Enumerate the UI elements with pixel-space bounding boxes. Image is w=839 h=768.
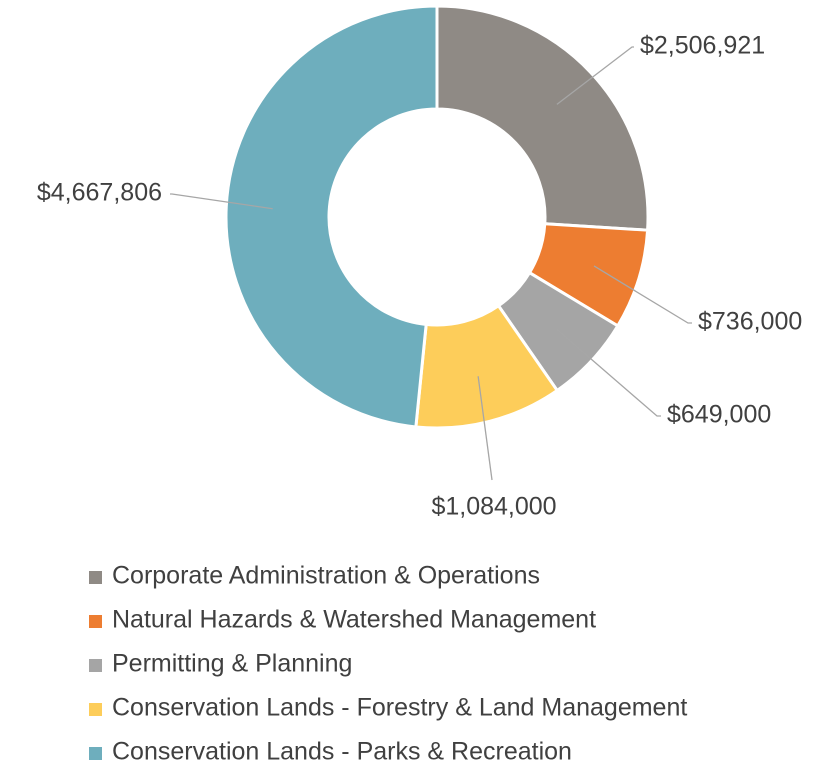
donut-segment [435, 4, 650, 232]
legend-label: Natural Hazards & Watershed Management [112, 606, 596, 634]
data-label: $2,506,921 [640, 32, 765, 60]
legend-label: Conservation Lands - Parks & Recreation [112, 738, 572, 766]
leader-line [593, 265, 692, 324]
legend-swatch [89, 615, 102, 628]
donut-segment [224, 4, 439, 429]
data-label: $736,000 [698, 308, 802, 336]
legend-label: Permitting & Planning [112, 650, 352, 678]
leader-line [556, 329, 661, 417]
data-label: $1,084,000 [431, 493, 556, 521]
leader-line [170, 193, 273, 210]
legend-swatch [89, 703, 102, 716]
data-label: $649,000 [667, 401, 771, 429]
leader-line [477, 376, 493, 481]
legend-swatch [89, 747, 102, 760]
legend-swatch [89, 571, 102, 584]
data-label: $4,667,806 [37, 179, 162, 207]
leader-line [556, 46, 634, 105]
legend-label: Conservation Lands - Forestry & Land Man… [112, 694, 687, 722]
legend-swatch [89, 659, 102, 672]
legend-label: Corporate Administration & Operations [112, 562, 540, 590]
